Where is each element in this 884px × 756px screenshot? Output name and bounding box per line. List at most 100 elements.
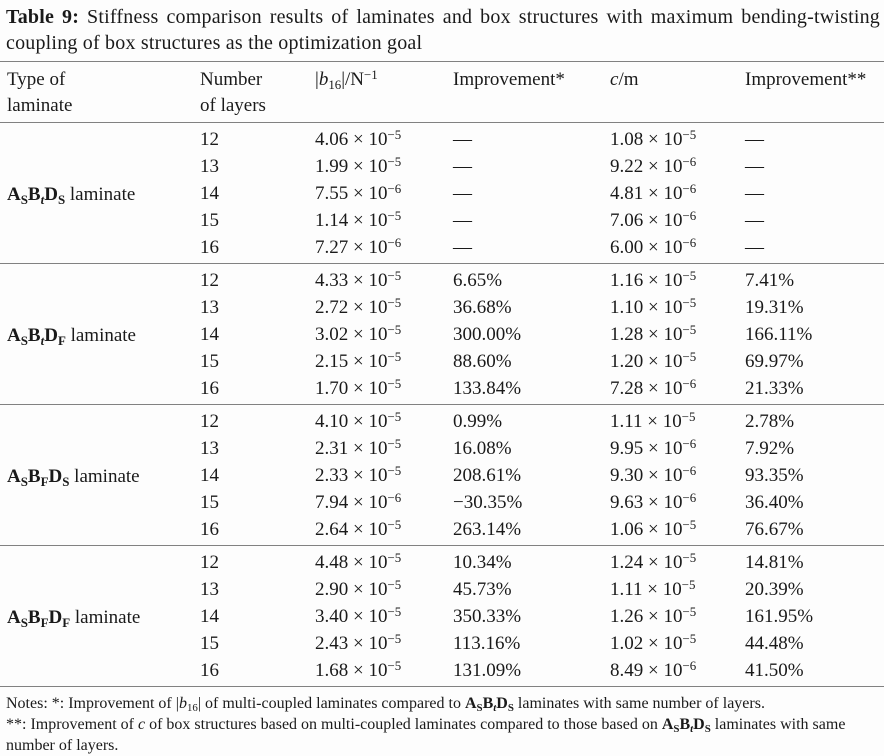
b16-cell: 2.15 × 10−5 — [315, 349, 402, 372]
improvement1-cell: 10.34% — [453, 552, 512, 573]
improvement1-cell: — — [453, 156, 472, 177]
improvement2-cell: 20.39% — [745, 579, 804, 600]
improvement2-cell: 166.11% — [745, 324, 813, 345]
c-cell: 1.20 × 10−5 — [610, 349, 697, 372]
c-cell: 1.11 × 10−5 — [610, 409, 696, 432]
b16-cell: 2.43 × 10−5 — [315, 631, 402, 654]
table-row: ASBFDS laminate 12 4.10 × 10−5 0.99% 1.11 × … — [0, 405, 884, 487]
layers-cell: 16 — [200, 660, 219, 681]
table-row: ASBtDS laminate 12 4.06 × 10−5 — 1.08 × 10−5… — [0, 123, 884, 205]
b16-cell: 4.10 × 10−5 — [315, 409, 402, 432]
improvement1-cell: 45.73% — [453, 579, 512, 600]
improvement1-cell: 6.65% — [453, 270, 503, 291]
layers-cell: 15 — [200, 633, 219, 654]
table-row: ASBtDF laminate 12 4.33 × 10−5 6.65% 1.16 × … — [0, 264, 884, 346]
c-cell: 1.08 × 10−5 — [610, 127, 697, 150]
laminate-type-cell: ASBFDF laminate — [7, 607, 141, 630]
b16-cell: 2.64 × 10−5 — [315, 517, 402, 540]
table-row: 15 2.15 × 10−5 88.60% 1.20 × 10−5 69.97% — [0, 348, 884, 375]
c-cell: 1.24 × 10−5 — [610, 550, 697, 573]
b16-cell: 1.14 × 10−5 — [315, 208, 402, 231]
table-row: 16 1.68 × 10−5 131.09% 8.49 × 10−6 41.50% — [0, 657, 884, 687]
table-row: 16 2.64 × 10−5 263.14% 1.06 × 10−5 76.67% — [0, 516, 884, 546]
improvement2-cell: — — [745, 129, 764, 150]
layers-cell: 14 — [200, 606, 219, 627]
b16-cell: 2.33 × 10−5 — [315, 463, 402, 486]
table-caption: Table 9: Stiffness comparison results of… — [6, 6, 880, 54]
c-cell: 9.30 × 10−6 — [610, 463, 697, 486]
layers-cell: 15 — [200, 351, 219, 372]
table-row: 14 3.40 × 10−5 350.33% 1.26 × 10−5 161.95% — [0, 603, 884, 630]
layers-cell: 12 — [200, 411, 219, 432]
improvement1-cell: 131.09% — [453, 660, 522, 681]
laminate-group-3: ASBFDF laminate 12 4.48 × 10−5 10.34% 1.24 ×… — [0, 546, 884, 687]
improvement1-cell: 16.08% — [453, 438, 512, 459]
b16-cell: 1.68 × 10−5 — [315, 658, 402, 681]
b16-cell: 3.40 × 10−5 — [315, 604, 402, 627]
table-row: 15 7.94 × 10−6 −30.35% 9.63 × 10−6 36.40% — [0, 489, 884, 516]
improvement1-cell: −30.35% — [453, 492, 523, 513]
layers-cell: 14 — [200, 324, 219, 345]
improvement2-cell: 21.33% — [745, 378, 804, 399]
improvement1-cell: 208.61% — [453, 465, 522, 486]
b16-cell: 1.99 × 10−5 — [315, 154, 402, 177]
stiffness-table: Type of laminate Number of layers |b16|/N−1 I… — [0, 61, 884, 687]
table-header-row: Type of laminate Number of layers |b16|/N−1 I… — [0, 62, 884, 123]
c-cell: 7.06 × 10−6 — [610, 208, 697, 231]
layers-cell: 14 — [200, 465, 219, 486]
improvement1-cell: — — [453, 237, 472, 258]
table-row: 16 1.70 × 10−5 133.84% 7.28 × 10−6 21.33% — [0, 375, 884, 405]
column-header-2: |b16|/N−1 — [315, 67, 378, 92]
layers-cell: 12 — [200, 129, 219, 150]
c-cell: 1.06 × 10−5 — [610, 517, 697, 540]
improvement2-cell: — — [745, 237, 764, 258]
improvement1-cell: 36.68% — [453, 297, 512, 318]
improvement2-cell: — — [745, 156, 764, 177]
laminate-group-0: ASBtDS laminate 12 4.06 × 10−5 — 1.08 × 10−5… — [0, 123, 884, 264]
improvement2-cell: — — [745, 183, 764, 204]
b16-cell: 2.90 × 10−5 — [315, 577, 402, 600]
layers-cell: 12 — [200, 270, 219, 291]
improvement1-cell: 133.84% — [453, 378, 522, 399]
laminate-type-cell: ASBtDF laminate — [7, 325, 136, 348]
b16-cell: 4.06 × 10−5 — [315, 127, 402, 150]
c-cell: 7.28 × 10−6 — [610, 376, 697, 399]
layers-cell: 14 — [200, 183, 219, 204]
improvement2-cell: 44.48% — [745, 633, 804, 654]
improvement2-cell: 2.78% — [745, 411, 795, 432]
table-row: 14 7.55 × 10−6 — 4.81 × 10−6 — — [0, 180, 884, 207]
improvement1-cell: — — [453, 183, 472, 204]
b16-cell: 7.27 × 10−6 — [315, 235, 402, 258]
table-row: 15 2.43 × 10−5 113.16% 1.02 × 10−5 44.48% — [0, 630, 884, 657]
c-cell: 1.02 × 10−5 — [610, 631, 697, 654]
table-notes: Notes: *: Improvement of |b16| of multi-… — [0, 687, 884, 756]
table-row: 13 2.72 × 10−5 36.68% 1.10 × 10−5 19.31% — [0, 294, 884, 321]
layers-cell: 13 — [200, 579, 219, 600]
b16-cell: 7.55 × 10−6 — [315, 181, 402, 204]
c-cell: 1.28 × 10−5 — [610, 322, 697, 345]
improvement2-cell: 76.67% — [745, 519, 804, 540]
improvement1-cell: 350.33% — [453, 606, 522, 627]
table-row: 15 1.14 × 10−5 — 7.06 × 10−6 — — [0, 207, 884, 234]
improvement2-cell: 93.35% — [745, 465, 804, 486]
table-row: 14 3.02 × 10−5 300.00% 1.28 × 10−5 166.11% — [0, 321, 884, 348]
improvement1-cell: 263.14% — [453, 519, 522, 540]
improvement1-cell: — — [453, 129, 472, 150]
c-cell: 1.26 × 10−5 — [610, 604, 697, 627]
note-line-1: **: Improvement of c of box structures b… — [6, 716, 846, 754]
c-cell: 1.11 × 10−5 — [610, 577, 696, 600]
table-row: 14 2.33 × 10−5 208.61% 9.30 × 10−6 93.35% — [0, 462, 884, 489]
improvement2-cell: 36.40% — [745, 492, 804, 513]
improvement2-cell: 19.31% — [745, 297, 804, 318]
layers-cell: 13 — [200, 156, 219, 177]
c-cell: 1.16 × 10−5 — [610, 268, 697, 291]
column-header-5: Improvement** — [745, 69, 867, 90]
note-line-0: Notes: *: Improvement of |b16| of multi-… — [6, 695, 765, 715]
b16-cell: 3.02 × 10−5 — [315, 322, 402, 345]
improvement1-cell: 88.60% — [453, 351, 512, 372]
table-row: 13 2.31 × 10−5 16.08% 9.95 × 10−6 7.92% — [0, 435, 884, 462]
b16-cell: 2.72 × 10−5 — [315, 295, 402, 318]
c-cell: 9.95 × 10−6 — [610, 436, 697, 459]
column-header-3: Improvement* — [453, 69, 565, 90]
column-header-0: Type of laminate — [7, 69, 73, 116]
